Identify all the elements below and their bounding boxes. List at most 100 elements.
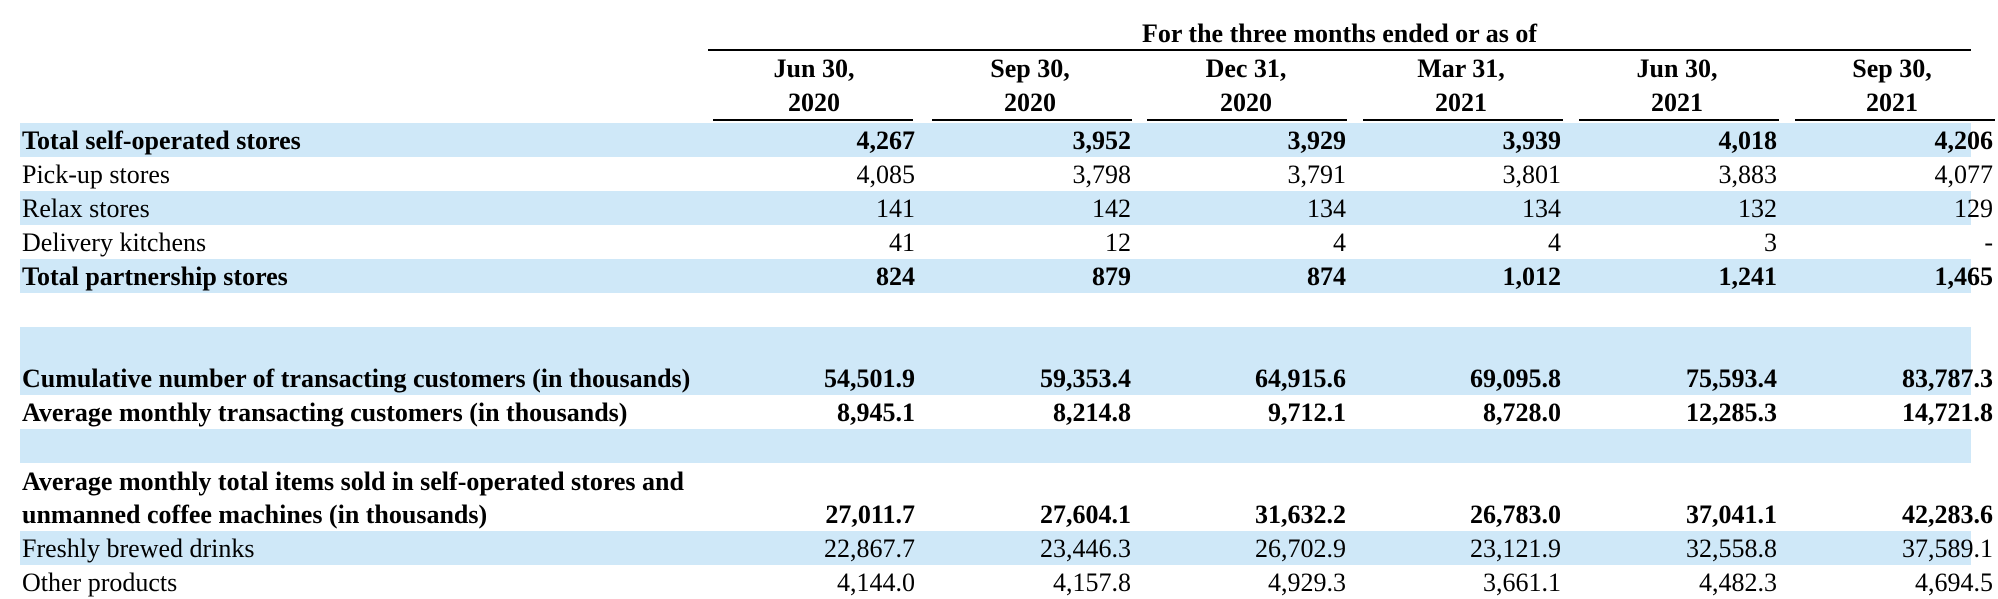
row-value: 27,604.1 [1040, 500, 1131, 529]
column-header-year: 2021 [1435, 88, 1487, 117]
table-row: Average monthly transacting customers (i… [20, 395, 1993, 429]
column-header-rule [1795, 119, 1995, 121]
row-value: 22,867.7 [824, 534, 915, 563]
row-value: 12 [1105, 228, 1131, 257]
row-value: 4,144.0 [837, 568, 915, 597]
row-label: Average monthly transacting customers (i… [22, 398, 628, 427]
row-value: 134 [1522, 194, 1561, 223]
row-value: 4,267 [856, 126, 916, 155]
column-header-date: Sep 30, [990, 54, 1070, 83]
table-row [20, 293, 1971, 327]
column-header-rule [1147, 119, 1347, 121]
row-value: 3,939 [1502, 126, 1562, 155]
row-value: 9,712.1 [1268, 398, 1346, 427]
table-row: Other products 4,144.0 4,157.8 4,929.3 3,661… [20, 565, 1993, 599]
table-row: Freshly brewed drinks 22,867.7 23,446.3 26,… [20, 531, 1993, 565]
table-row: Cumulative number of transacting custome… [20, 327, 1993, 395]
column-header-year: 2020 [1004, 88, 1056, 117]
row-value: 3,929 [1287, 126, 1347, 155]
row-value: 23,446.3 [1040, 534, 1131, 563]
row-label: Relax stores [22, 194, 150, 223]
column-header-date: Jun 30, [773, 54, 855, 83]
row-value: 874 [1307, 262, 1346, 291]
column-header-date: Mar 31, [1417, 54, 1505, 83]
row-label: Pick-up stores [22, 160, 171, 189]
column-header-date: Jun 30, [1636, 54, 1718, 83]
row-value: 42,283.6 [1902, 500, 1993, 529]
column-header-date: Sep 30, [1852, 54, 1932, 83]
row-value: 64,915.6 [1255, 364, 1346, 393]
row-value: 879 [1092, 262, 1131, 291]
row-value: 129 [1954, 194, 1993, 223]
row-value: 26,702.9 [1255, 534, 1346, 563]
row-value: 4,694.5 [1915, 568, 1993, 597]
column-header: Mar 31, 2021 [1351, 52, 1571, 120]
row-value: 8,945.1 [837, 398, 915, 427]
row-label: Cumulative number of transacting custome… [22, 364, 691, 393]
row-value: 1,465 [1934, 262, 1994, 291]
column-header-rule [1363, 119, 1563, 121]
row-value: 54,501.9 [824, 364, 915, 393]
table-row: Average monthly total items sold in self… [20, 463, 1993, 531]
row-value: 8,214.8 [1053, 398, 1131, 427]
row-label: Average monthly total items sold in self… [22, 467, 684, 529]
row-value: 4,482.3 [1699, 568, 1777, 597]
row-value: 32,558.8 [1686, 534, 1777, 563]
table-row: Pick-up stores 4,085 3,798 3,791 3,801 3,883 4… [20, 157, 1993, 191]
row-label: Total self-operated stores [22, 126, 301, 155]
row-value: 4,018 [1718, 126, 1778, 155]
row-value: 3,798 [1072, 160, 1132, 189]
period-header: For the three months ended or as of [1141, 19, 1538, 48]
row-value: 4 [1333, 228, 1346, 257]
row-value: 1,012 [1502, 262, 1562, 291]
row-value: 37,041.1 [1686, 500, 1777, 529]
row-value: 3,952 [1072, 126, 1132, 155]
row-value: 8,728.0 [1483, 398, 1561, 427]
row-value: 132 [1738, 194, 1777, 223]
row-value: 141 [876, 194, 915, 223]
period-header-rule [708, 49, 1971, 51]
row-value: 3,791 [1287, 160, 1347, 189]
table-row: Total self-operated stores 4,267 3,952 3,92… [20, 123, 1993, 157]
column-header-rule [713, 119, 913, 121]
column-header: Jun 30, 2021 [1567, 52, 1787, 120]
row-value: 4 [1548, 228, 1561, 257]
column-header-year: 2021 [1866, 88, 1918, 117]
row-label: Other products [22, 568, 178, 597]
row-value: 824 [876, 262, 915, 291]
column-header: Sep 30, 2020 [920, 52, 1140, 120]
row-value: 4,085 [856, 160, 916, 189]
row-value: 12,285.3 [1686, 398, 1777, 427]
row-value: 3 [1764, 228, 1777, 257]
row-value: 31,632.2 [1255, 500, 1346, 529]
table-row: Relax stores 141 142 134 134 132 129 [20, 191, 1993, 225]
row-value: 27,011.7 [825, 500, 915, 529]
row-value: 4,077 [1934, 160, 1994, 189]
row-value: 59,353.4 [1040, 364, 1131, 393]
row-value: 14,721.8 [1902, 398, 1993, 427]
column-header-year: 2020 [788, 88, 840, 117]
table-row: Total partnership stores 824 879 874 1,012 1,… [20, 259, 1993, 293]
row-label: Delivery kitchens [22, 228, 207, 257]
row-value: 4,206 [1934, 126, 1994, 155]
row-value: 142 [1092, 194, 1131, 223]
column-header: Jun 30, 2020 [704, 52, 924, 120]
column-header-year: 2020 [1220, 88, 1272, 117]
column-header: Sep 30, 2021 [1782, 52, 1998, 120]
column-header-year: 2021 [1651, 88, 1703, 117]
row-value: 69,095.8 [1470, 364, 1561, 393]
row-value: 3,801 [1502, 160, 1562, 189]
row-label: Freshly brewed drinks [22, 534, 255, 563]
row-value: 3,883 [1718, 160, 1778, 189]
row-value: 23,121.9 [1470, 534, 1561, 563]
column-header: Dec 31, 2020 [1136, 52, 1356, 120]
row-value: 75,593.4 [1686, 364, 1777, 393]
row-value: 4,157.8 [1053, 568, 1131, 597]
row-value: 1,241 [1718, 262, 1778, 291]
row-value: 41 [889, 228, 915, 257]
row-value: 3,661.1 [1483, 568, 1561, 597]
table-row [20, 429, 1971, 463]
row-value: 134 [1307, 194, 1346, 223]
row-value: 83,787.3 [1902, 364, 1993, 393]
